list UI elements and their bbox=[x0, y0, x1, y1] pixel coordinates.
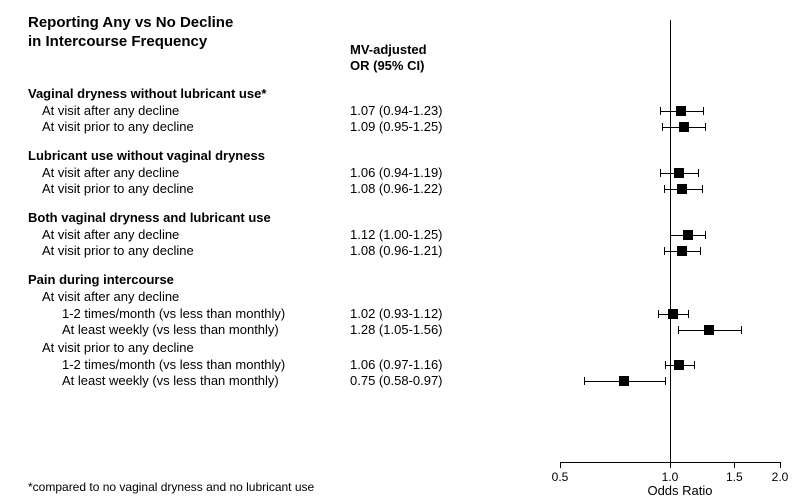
group-label: Pain during intercourse bbox=[28, 272, 174, 287]
ci-cap bbox=[660, 107, 661, 115]
row-label: 1-2 times/month (vs less than monthly) bbox=[62, 306, 285, 321]
column-header: MV-adjusted OR (95% CI) bbox=[350, 42, 427, 75]
odds-ratio-text: 1.06 (0.97-1.16) bbox=[350, 357, 443, 372]
row-label: At visit prior to any decline bbox=[42, 119, 194, 134]
point-estimate-marker bbox=[677, 184, 687, 194]
col-header-line1: MV-adjusted bbox=[350, 42, 427, 57]
ci-cap bbox=[658, 310, 659, 318]
odds-ratio-text: 1.09 (0.95-1.25) bbox=[350, 119, 443, 134]
row-label: At visit after any decline bbox=[42, 289, 179, 304]
col-header-line2: OR (95% CI) bbox=[350, 58, 424, 73]
ci-cap bbox=[698, 169, 699, 177]
axis-tick-label: 1.5 bbox=[726, 470, 743, 484]
point-estimate-marker bbox=[676, 106, 686, 116]
ci-cap bbox=[741, 326, 742, 334]
axis-tick bbox=[734, 462, 735, 468]
odds-ratio-text: 1.08 (0.96-1.21) bbox=[350, 243, 443, 258]
row-label: At least weekly (vs less than monthly) bbox=[62, 322, 279, 337]
ci-cap bbox=[678, 326, 679, 334]
point-estimate-marker bbox=[674, 168, 684, 178]
ci-cap bbox=[665, 361, 666, 369]
group-label: Lubricant use without vaginal dryness bbox=[28, 148, 265, 163]
axis-tick-label: 2.0 bbox=[772, 470, 789, 484]
ci-cap bbox=[688, 310, 689, 318]
ci-cap bbox=[700, 247, 701, 255]
forest-plot: 0.51.01.52.0 bbox=[560, 20, 780, 470]
group-label: Vaginal dryness without lubricant use* bbox=[28, 86, 266, 101]
axis-tick-label: 1.0 bbox=[662, 470, 679, 484]
point-estimate-marker bbox=[668, 309, 678, 319]
row-label: At visit after any decline bbox=[42, 165, 179, 180]
ci-cap bbox=[694, 361, 695, 369]
axis-tick-label: 0.5 bbox=[552, 470, 569, 484]
reference-line bbox=[670, 20, 671, 462]
odds-ratio-text: 1.06 (0.94-1.19) bbox=[350, 165, 443, 180]
ci-cap bbox=[664, 247, 665, 255]
title-line2: in Intercourse Frequency bbox=[28, 33, 207, 50]
odds-ratio-text: 0.75 (0.58-0.97) bbox=[350, 373, 443, 388]
odds-ratio-text: 1.28 (1.05-1.56) bbox=[350, 322, 443, 337]
row-label: At least weekly (vs less than monthly) bbox=[62, 373, 279, 388]
row-label: At visit after any decline bbox=[42, 103, 179, 118]
ci-cap bbox=[670, 231, 671, 239]
axis-tick bbox=[780, 462, 781, 468]
group-label: Both vaginal dryness and lubricant use bbox=[28, 210, 271, 225]
odds-ratio-text: 1.02 (0.93-1.12) bbox=[350, 306, 443, 321]
ci-cap bbox=[664, 185, 665, 193]
axis-tick bbox=[670, 462, 671, 468]
ci-cap bbox=[702, 185, 703, 193]
odds-ratio-text: 1.07 (0.94-1.23) bbox=[350, 103, 443, 118]
row-label: 1-2 times/month (vs less than monthly) bbox=[62, 357, 285, 372]
point-estimate-marker bbox=[683, 230, 693, 240]
ci-cap bbox=[705, 231, 706, 239]
ci-cap bbox=[662, 123, 663, 131]
title-line1: Reporting Any vs No Decline bbox=[28, 14, 233, 31]
ci-cap bbox=[703, 107, 704, 115]
point-estimate-marker bbox=[619, 376, 629, 386]
ci-cap bbox=[660, 169, 661, 177]
chart-title: Reporting Any vs No Decline in Intercour… bbox=[28, 14, 233, 52]
point-estimate-marker bbox=[704, 325, 714, 335]
ci-cap bbox=[705, 123, 706, 131]
point-estimate-marker bbox=[679, 122, 689, 132]
ci-cap bbox=[665, 377, 666, 385]
row-label: At visit after any decline bbox=[42, 227, 179, 242]
axis-title: Odds Ratio bbox=[640, 483, 720, 498]
row-label: At visit prior to any decline bbox=[42, 181, 194, 196]
axis-tick bbox=[560, 462, 561, 468]
row-label: At visit prior to any decline bbox=[42, 243, 194, 258]
odds-ratio-text: 1.08 (0.96-1.22) bbox=[350, 181, 443, 196]
point-estimate-marker bbox=[674, 360, 684, 370]
footnote: *compared to no vaginal dryness and no l… bbox=[28, 480, 314, 494]
ci-cap bbox=[584, 377, 585, 385]
point-estimate-marker bbox=[677, 246, 687, 256]
odds-ratio-text: 1.12 (1.00-1.25) bbox=[350, 227, 443, 242]
row-label: At visit prior to any decline bbox=[42, 340, 194, 355]
